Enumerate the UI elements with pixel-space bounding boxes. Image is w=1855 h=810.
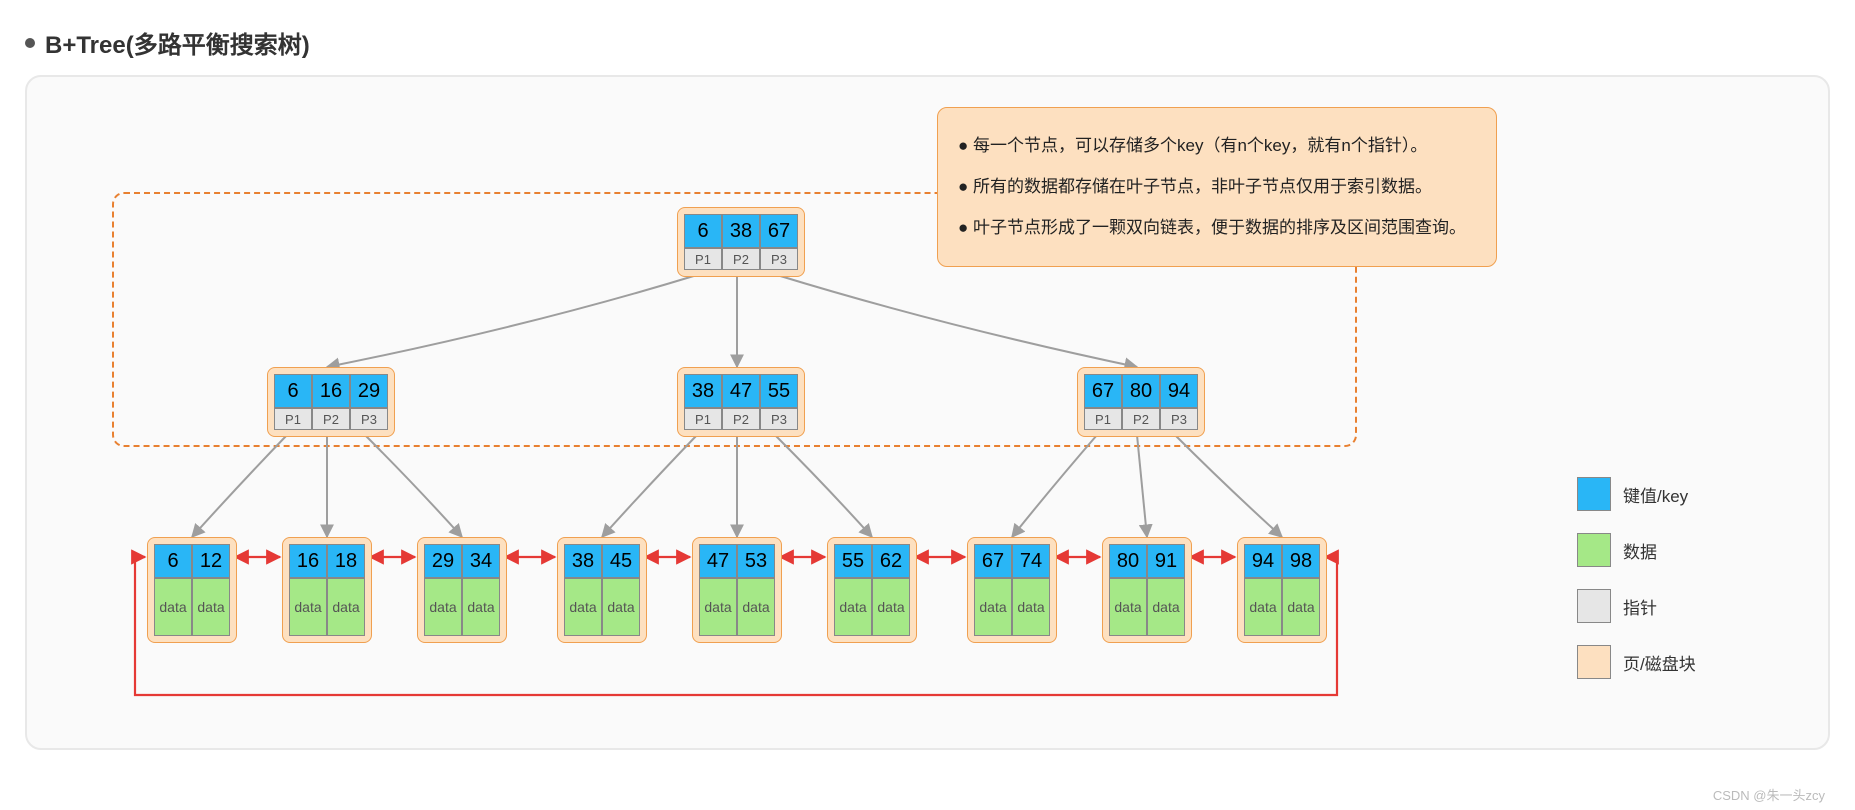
legend-row: 页/磁盘块 bbox=[1577, 645, 1696, 679]
key-cell: 67 bbox=[1084, 374, 1122, 408]
internal-node: 384755 P1P2P3 bbox=[677, 367, 805, 437]
pointer-cell: P2 bbox=[1122, 408, 1160, 430]
key-cell: 94 bbox=[1244, 544, 1282, 578]
key-cell: 6 bbox=[154, 544, 192, 578]
legend-swatch bbox=[1577, 645, 1611, 679]
legend-row: 键值/key bbox=[1577, 477, 1696, 511]
legend-label: 指针 bbox=[1623, 594, 1657, 619]
key-cell: 98 bbox=[1282, 544, 1320, 578]
data-cell: data bbox=[424, 578, 462, 636]
key-cell: 6 bbox=[684, 214, 722, 248]
data-cell: data bbox=[192, 578, 230, 636]
watermark: CSDN @朱一头zcy bbox=[1713, 785, 1825, 804]
key-cell: 74 bbox=[1012, 544, 1050, 578]
diagram-frame: 63867P1P2P361629P1P2P3384755P1P2P3678094… bbox=[25, 75, 1830, 750]
key-cell: 16 bbox=[312, 374, 350, 408]
key-cell: 29 bbox=[424, 544, 462, 578]
data-cell: data bbox=[974, 578, 1012, 636]
key-cell: 67 bbox=[974, 544, 1012, 578]
data-cell: data bbox=[699, 578, 737, 636]
key-cell: 18 bbox=[327, 544, 365, 578]
data-cell: data bbox=[327, 578, 365, 636]
legend-row: 数据 bbox=[1577, 533, 1696, 567]
legend-swatch bbox=[1577, 589, 1611, 623]
info-bullet: 叶子节点形成了一颗双向链表，便于数据的排序及区间范围查询。 bbox=[958, 208, 1476, 249]
pointer-cell: P3 bbox=[350, 408, 388, 430]
key-cell: 45 bbox=[602, 544, 640, 578]
key-cell: 55 bbox=[760, 374, 798, 408]
key-cell: 94 bbox=[1160, 374, 1198, 408]
key-cell: 29 bbox=[350, 374, 388, 408]
pointer-cell: P3 bbox=[1160, 408, 1198, 430]
pointer-cell: P2 bbox=[722, 248, 760, 270]
pointer-cell: P1 bbox=[1084, 408, 1122, 430]
data-cell: data bbox=[872, 578, 910, 636]
data-cell: data bbox=[1147, 578, 1185, 636]
key-cell: 6 bbox=[274, 374, 312, 408]
key-cell: 12 bbox=[192, 544, 230, 578]
title-row: B+Tree(多路平衡搜索树) bbox=[25, 25, 310, 60]
pointer-cell: P1 bbox=[684, 408, 722, 430]
leaf-node: 8091datadata bbox=[1102, 537, 1192, 643]
pointer-cell: P3 bbox=[760, 248, 798, 270]
pointer-cell: P3 bbox=[760, 408, 798, 430]
data-cell: data bbox=[1109, 578, 1147, 636]
data-cell: data bbox=[1012, 578, 1050, 636]
legend-swatch bbox=[1577, 533, 1611, 567]
leaf-node: 6774datadata bbox=[967, 537, 1057, 643]
key-cell: 67 bbox=[760, 214, 798, 248]
pointer-cell: P1 bbox=[274, 408, 312, 430]
leaf-node: 3845datadata bbox=[557, 537, 647, 643]
data-cell: data bbox=[1282, 578, 1320, 636]
info-bullet: 每一个节点，可以存储多个key（有n个key，就有n个指针）。 bbox=[958, 126, 1476, 167]
data-cell: data bbox=[289, 578, 327, 636]
key-cell: 38 bbox=[684, 374, 722, 408]
legend-label: 数据 bbox=[1623, 538, 1657, 563]
data-cell: data bbox=[564, 578, 602, 636]
data-cell: data bbox=[1244, 578, 1282, 636]
internal-node: 678094 P1P2P3 bbox=[1077, 367, 1205, 437]
key-cell: 53 bbox=[737, 544, 775, 578]
legend-label: 键值/key bbox=[1623, 482, 1688, 507]
legend-row: 指针 bbox=[1577, 589, 1696, 623]
bullet-icon bbox=[25, 38, 35, 48]
data-cell: data bbox=[154, 578, 192, 636]
internal-node: 61629 P1P2P3 bbox=[267, 367, 395, 437]
pointer-cell: P2 bbox=[312, 408, 350, 430]
key-cell: 80 bbox=[1109, 544, 1147, 578]
key-cell: 91 bbox=[1147, 544, 1185, 578]
leaf-node: 9498datadata bbox=[1237, 537, 1327, 643]
legend-label: 页/磁盘块 bbox=[1623, 650, 1696, 675]
key-cell: 34 bbox=[462, 544, 500, 578]
key-cell: 16 bbox=[289, 544, 327, 578]
key-cell: 38 bbox=[564, 544, 602, 578]
page-title: B+Tree(多路平衡搜索树) bbox=[45, 25, 310, 60]
key-cell: 47 bbox=[699, 544, 737, 578]
data-cell: data bbox=[834, 578, 872, 636]
leaf-node: 612datadata bbox=[147, 537, 237, 643]
leaf-node: 1618datadata bbox=[282, 537, 372, 643]
legend: 键值/key 数据指针页/磁盘块 bbox=[1577, 477, 1696, 701]
key-cell: 62 bbox=[872, 544, 910, 578]
pointer-cell: P2 bbox=[722, 408, 760, 430]
data-cell: data bbox=[737, 578, 775, 636]
info-bullet: 所有的数据都存储在叶子节点，非叶子节点仅用于索引数据。 bbox=[958, 167, 1476, 208]
leaf-node: 2934datadata bbox=[417, 537, 507, 643]
root-node: 63867 P1P2P3 bbox=[677, 207, 805, 277]
pointer-cell: P1 bbox=[684, 248, 722, 270]
data-cell: data bbox=[602, 578, 640, 636]
key-cell: 80 bbox=[1122, 374, 1160, 408]
leaf-node: 4753datadata bbox=[692, 537, 782, 643]
key-cell: 38 bbox=[722, 214, 760, 248]
key-cell: 47 bbox=[722, 374, 760, 408]
leaf-node: 5562datadata bbox=[827, 537, 917, 643]
data-cell: data bbox=[462, 578, 500, 636]
key-cell: 55 bbox=[834, 544, 872, 578]
info-callout: 每一个节点，可以存储多个key（有n个key，就有n个指针）。所有的数据都存储在… bbox=[937, 107, 1497, 267]
legend-swatch bbox=[1577, 477, 1611, 511]
